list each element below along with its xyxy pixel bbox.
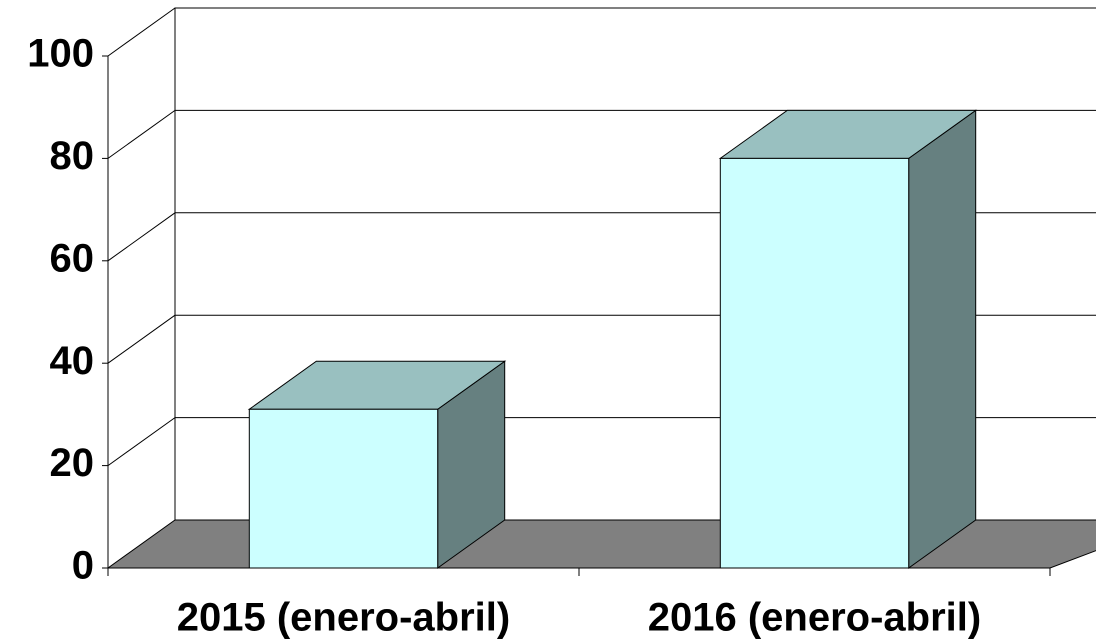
y-tick-label: 80	[50, 134, 95, 178]
bar	[248, 408, 439, 569]
y-tick-label: 0	[72, 544, 94, 588]
bar	[719, 157, 910, 569]
grid-line-side	[107, 7, 176, 57]
grid-line-side	[107, 314, 176, 364]
bar-side	[908, 109, 977, 569]
x-tick-label: 2016 (enero-abril)	[648, 596, 981, 640]
y-tick-label: 40	[50, 339, 95, 383]
x-tick-label: 2015 (enero-abril)	[177, 596, 510, 640]
y-tick-label: 20	[50, 441, 95, 485]
y-tick-label: 100	[27, 32, 94, 76]
grid-line-side	[107, 417, 176, 467]
grid-line-side	[107, 212, 176, 262]
y-tick-label: 60	[50, 236, 95, 280]
grid-line-side	[107, 109, 176, 159]
